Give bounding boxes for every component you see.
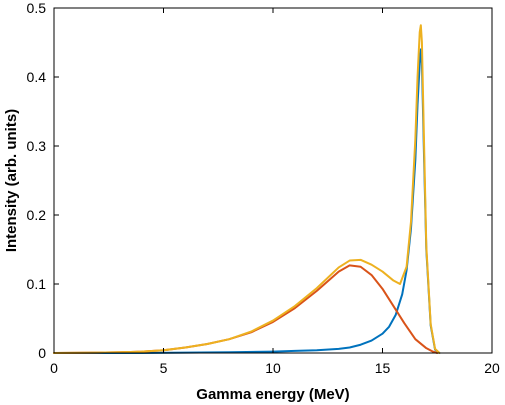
plot-area <box>53 24 441 354</box>
y-axis-label: Intensity (arb. units) <box>3 109 20 252</box>
series-line-3 <box>53 24 441 354</box>
x-tick-label: 0 <box>50 360 58 376</box>
x-tick-label: 5 <box>160 360 168 376</box>
y-tick-label: 0.1 <box>27 276 47 292</box>
series-line-2 <box>53 264 439 354</box>
plot-frame <box>53 7 493 354</box>
x-tick-label: 15 <box>375 360 391 376</box>
x-axis-label: Gamma energy (MeV) <box>196 386 349 403</box>
x-tick-label: 10 <box>265 360 281 376</box>
y-tick-label: 0 <box>38 345 46 361</box>
y-tick-label: 0.4 <box>27 69 47 85</box>
axes: 0 5 10 15 20 0 0.1 0.2 0.3 0.4 0.5 <box>27 0 500 376</box>
y-tick-label: 0.3 <box>27 138 47 154</box>
series-line-1 <box>53 48 441 354</box>
y-tick-label: 0.5 <box>27 0 47 16</box>
y-tick-label: 0.2 <box>27 207 47 223</box>
x-tick-label: 20 <box>484 360 500 376</box>
